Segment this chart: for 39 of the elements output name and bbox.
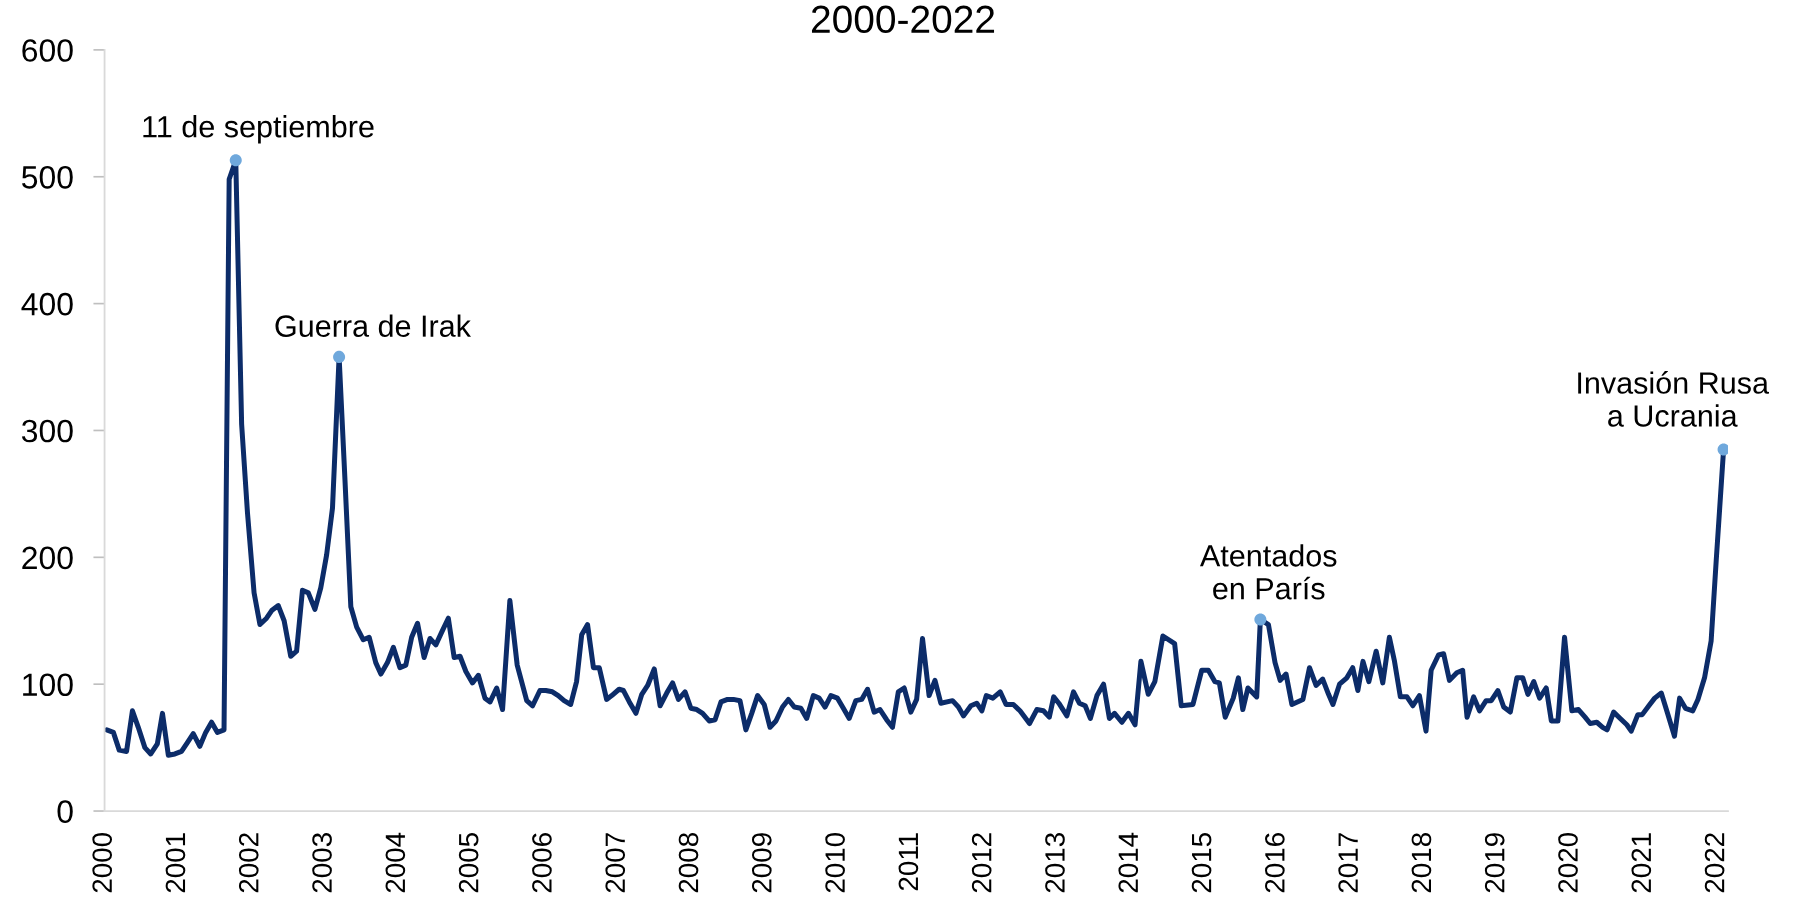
x-tick-label: 2015 <box>1191 833 1212 893</box>
x-tick-label: 2018 <box>1411 833 1432 893</box>
x-tick-label: 2012 <box>971 833 992 893</box>
point <box>333 350 346 363</box>
x-tick-label: 2022 <box>1704 833 1725 893</box>
x-tick-label: 2002 <box>238 833 259 893</box>
y-tick-label: 100 <box>23 673 73 697</box>
x-tick-label: 2010 <box>825 832 845 893</box>
annotation: Atentados en París <box>1199 544 1337 600</box>
x-tick-label: 2017 <box>1338 833 1358 893</box>
x-tick-label: 2016 <box>1265 833 1285 893</box>
x-tick-label: 2013 <box>1045 833 1065 893</box>
y-tick-label: 500 <box>22 166 73 189</box>
x-tick-label: 2003 <box>312 833 332 893</box>
x-tick-label: 2001 <box>165 833 186 893</box>
x-tick-label: 2020 <box>1558 832 1578 893</box>
x-tick-label: 2019 <box>1484 833 1505 893</box>
y-tick-label: 400 <box>21 292 73 316</box>
x-tick-label: 2004 <box>385 832 406 893</box>
point <box>1717 443 1728 456</box>
x-tick-label: 2000 <box>92 832 113 893</box>
chart-title: 2000-2022 <box>811 5 995 34</box>
point <box>229 154 242 167</box>
annotation: Guerra de Irak <box>275 314 471 337</box>
x-tick-label: 2006 <box>532 833 552 893</box>
x-tick-label: 2009 <box>751 833 772 893</box>
y-tick-label: 600 <box>22 39 73 62</box>
y-tick-label: 300 <box>21 419 73 443</box>
y-tick-label: 0 <box>57 800 73 823</box>
x-tick-label: 2014 <box>1118 832 1139 893</box>
x-tick-label: 2007 <box>605 833 626 893</box>
x-tick-label: 2008 <box>678 833 699 893</box>
point <box>1254 613 1267 626</box>
annotation: Invasión Rusa a Ucrania <box>1578 371 1770 427</box>
x-tick-label: 2021 <box>1631 833 1652 893</box>
y-tick-label: 200 <box>22 546 73 570</box>
annotation: 11 de septiembre <box>143 115 374 144</box>
x-tick-label: 2005 <box>458 833 479 893</box>
x-tick-label: 2011 <box>898 833 919 891</box>
